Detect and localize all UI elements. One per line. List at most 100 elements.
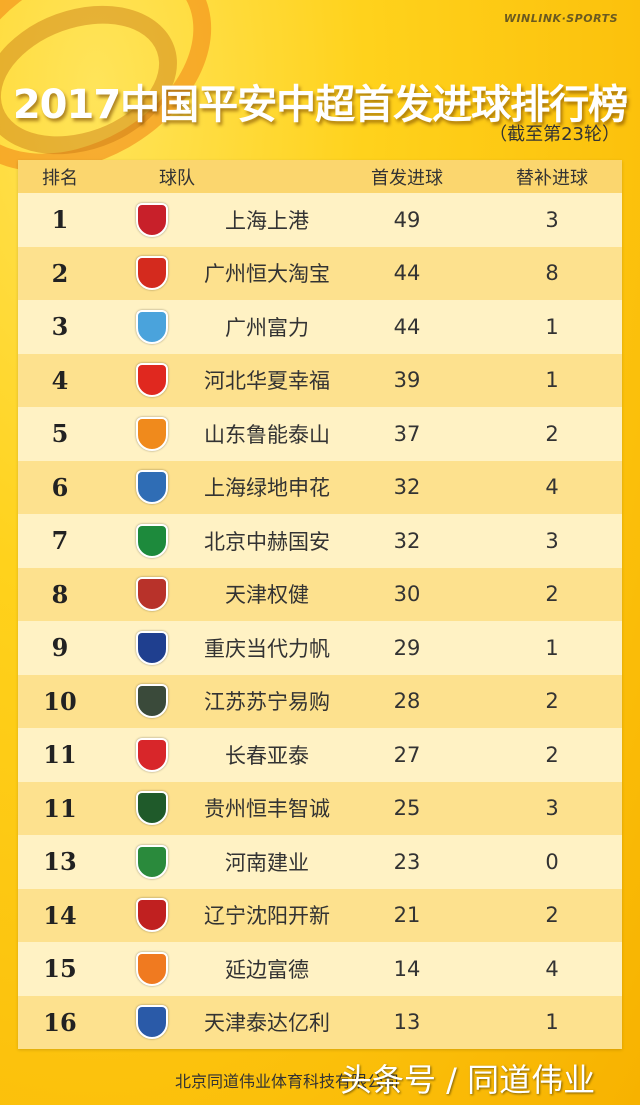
table-row: 6 上海绿地申花 32 4 — [18, 460, 622, 514]
team-crest-icon — [136, 523, 168, 558]
header-starter-goals: 首发进球 — [371, 167, 443, 189]
table-row: 9 重庆当代力帆 29 1 — [18, 621, 622, 675]
table-row: 15 延边富德 14 4 — [18, 942, 622, 996]
team-name: 河北华夏幸福 — [204, 369, 330, 394]
starter-goals: 30 — [393, 582, 421, 607]
table-row: 16 天津泰达亿利 13 1 — [18, 995, 622, 1049]
rank: 3 — [51, 312, 69, 342]
team-crest-icon — [136, 363, 168, 398]
watermark: 头条号 / 同道伟业 — [340, 1061, 596, 1099]
sub-goals: 2 — [545, 689, 559, 714]
starter-goals: 21 — [393, 903, 421, 928]
starter-goals: 27 — [393, 742, 421, 767]
starter-goals: 37 — [393, 421, 421, 446]
team-crest-icon — [136, 1005, 168, 1040]
subtitle: （截至第23轮） — [489, 124, 620, 145]
starter-goals: 29 — [393, 635, 421, 660]
table-row: 11 长春亚泰 27 2 — [18, 728, 622, 782]
table-row: 1 上海上港 49 3 — [18, 193, 622, 247]
rank: 6 — [51, 472, 69, 502]
footer-company: 北京同道伟业体育科技有限公司 — [175, 1072, 400, 1091]
team-crest-icon — [136, 791, 168, 826]
team-name: 上海上港 — [225, 208, 309, 233]
header-rank: 排名 — [42, 167, 78, 189]
rank: 9 — [51, 633, 69, 663]
team-name: 广州富力 — [225, 315, 309, 340]
header-sub-goals: 替补进球 — [516, 167, 588, 189]
table-header: 排名 球队 首发进球 替补进球 — [18, 160, 622, 193]
sub-goals: 1 — [545, 635, 559, 660]
team-crest-icon — [136, 256, 168, 291]
sub-goals: 1 — [545, 314, 559, 339]
sub-goals: 2 — [545, 903, 559, 928]
rank: 10 — [43, 686, 77, 716]
team-name: 辽宁沈阳开新 — [204, 904, 330, 929]
team-crest-icon — [136, 416, 168, 451]
rank: 1 — [51, 205, 69, 235]
starter-goals: 49 — [393, 207, 421, 232]
team-crest-icon — [136, 844, 168, 879]
team-crest-icon — [136, 309, 168, 344]
rank: 15 — [43, 954, 77, 984]
starter-goals: 32 — [393, 528, 421, 553]
starter-goals: 14 — [393, 956, 421, 981]
team-name: 广州恒大淘宝 — [204, 262, 330, 287]
brand-logo: WINLINK·SPORTS — [503, 12, 618, 25]
team-crest-icon — [136, 684, 168, 719]
team-crest-icon — [136, 737, 168, 772]
team-name: 河南建业 — [225, 850, 309, 875]
sub-goals: 1 — [545, 1010, 559, 1035]
starter-goals: 44 — [393, 314, 421, 339]
table-row: 11 贵州恒丰智诚 25 3 — [18, 781, 622, 835]
rank: 13 — [43, 847, 77, 877]
table-row: 14 辽宁沈阳开新 21 2 — [18, 888, 622, 942]
table-row: 8 天津权健 30 2 — [18, 567, 622, 621]
team-name: 贵州恒丰智诚 — [204, 797, 330, 822]
page-title: 2017中国平安中超首发进球排行榜 — [12, 82, 628, 128]
team-crest-icon — [136, 470, 168, 505]
team-crest-icon — [136, 577, 168, 612]
sub-goals: 4 — [545, 956, 559, 981]
rank: 11 — [43, 740, 77, 770]
starter-goals: 44 — [393, 261, 421, 286]
team-name: 天津权健 — [225, 583, 309, 608]
sub-goals: 2 — [545, 742, 559, 767]
table-row: 13 河南建业 23 0 — [18, 835, 622, 889]
starter-goals: 32 — [393, 475, 421, 500]
rank: 2 — [51, 258, 69, 288]
sub-goals: 2 — [545, 582, 559, 607]
team-name: 江苏苏宁易购 — [204, 690, 330, 715]
sub-goals: 2 — [545, 421, 559, 446]
rank: 4 — [51, 365, 69, 395]
rank: 8 — [51, 579, 69, 609]
sub-goals: 3 — [545, 528, 559, 553]
team-name: 重庆当代力帆 — [204, 636, 330, 661]
table-row: 5 山东鲁能泰山 37 2 — [18, 407, 622, 461]
team-name: 延边富德 — [225, 957, 309, 982]
team-crest-icon — [136, 951, 168, 986]
rank: 7 — [51, 526, 69, 556]
rank: 16 — [43, 1007, 77, 1037]
header-team: 球队 — [159, 167, 195, 189]
rank: 14 — [43, 900, 77, 930]
team-name: 上海绿地申花 — [204, 476, 330, 501]
starter-goals: 25 — [393, 796, 421, 821]
sub-goals: 4 — [545, 475, 559, 500]
starter-goals: 28 — [393, 689, 421, 714]
team-crest-icon — [136, 202, 168, 237]
table-row: 4 河北华夏幸福 39 1 — [18, 353, 622, 407]
team-name: 山东鲁能泰山 — [204, 422, 330, 447]
starter-goals: 23 — [393, 849, 421, 874]
rank: 5 — [51, 419, 69, 449]
team-name: 北京中赫国安 — [204, 529, 330, 554]
team-crest-icon — [136, 630, 168, 665]
starter-goals: 13 — [393, 1010, 421, 1035]
sub-goals: 8 — [545, 261, 559, 286]
table-row: 10 江苏苏宁易购 28 2 — [18, 674, 622, 728]
rank: 11 — [43, 793, 77, 823]
starter-goals: 39 — [393, 368, 421, 393]
sub-goals: 3 — [545, 207, 559, 232]
sub-goals: 0 — [545, 849, 559, 874]
sub-goals: 1 — [545, 368, 559, 393]
